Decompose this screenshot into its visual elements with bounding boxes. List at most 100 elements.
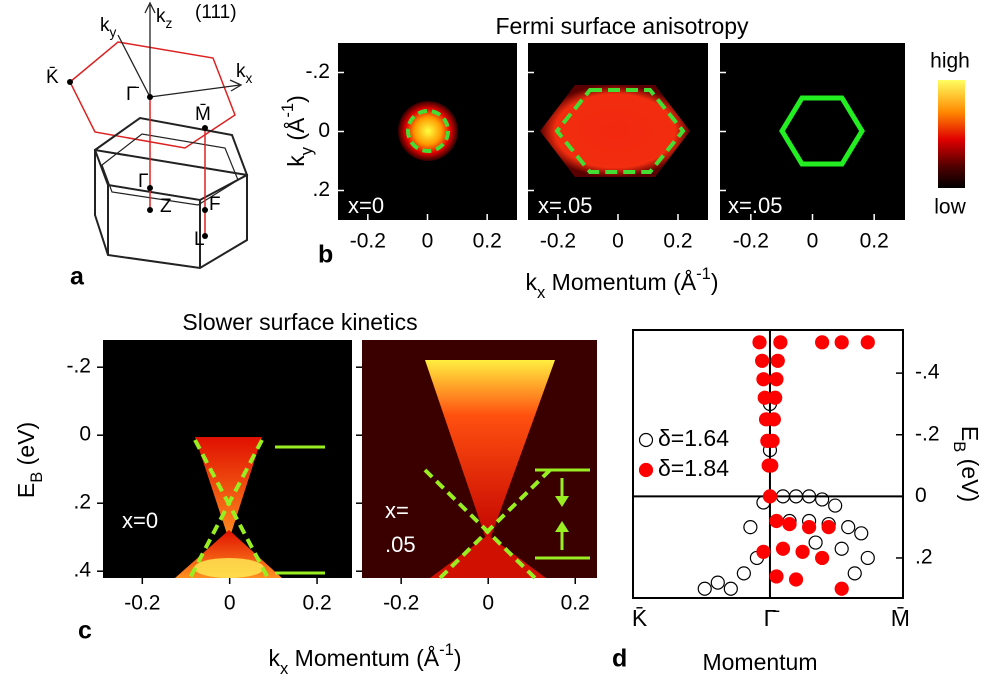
data-point (757, 373, 770, 386)
x-tick-label: -0.2 (383, 592, 419, 615)
data-point (816, 551, 829, 564)
x-axis-label: kx Momentum (Å-1) (269, 640, 462, 678)
text-part: x (246, 71, 253, 86)
data-point (796, 545, 809, 558)
x-tick-label: -0.2 (540, 230, 576, 253)
panel-letter: a (70, 263, 85, 291)
data-point (790, 573, 803, 586)
y-axis-label: EB (eV) (950, 426, 983, 502)
data-point (783, 518, 796, 531)
image-label: x=0 (122, 508, 158, 533)
x-tick-label: -0.2 (124, 592, 160, 615)
text-part: Momentum (Å (288, 644, 439, 671)
legend-marker (640, 434, 653, 447)
text-part: E (13, 483, 39, 498)
data-point (835, 336, 848, 349)
data-point (765, 459, 778, 472)
text-part: k (156, 6, 166, 27)
panel-letter: b (318, 241, 333, 269)
fermi-images (338, 43, 965, 220)
y-tick-label: .2 (73, 491, 91, 514)
text-part: -1 (278, 103, 297, 118)
x-tick-label: 0 (422, 230, 434, 253)
text-part: -1 (696, 264, 711, 283)
colorbar-high: high (930, 50, 970, 73)
data-point (829, 499, 842, 512)
x-tick-label: 0.2 (302, 592, 331, 615)
data-point (698, 582, 711, 595)
y-tick-label: 0 (915, 484, 927, 507)
y-tick-label: -.4 (915, 361, 940, 384)
ky-label: ky (100, 15, 117, 40)
x-tick-label: Γ̄ (764, 605, 781, 631)
text-part: k (269, 645, 281, 671)
text-part: Momentum (Å (545, 268, 696, 295)
point-label: M̄ (195, 104, 211, 125)
x-tick-label: 0 (807, 230, 819, 253)
data-point (724, 582, 737, 595)
data-point (757, 545, 770, 558)
kz-label: kz (156, 6, 173, 31)
text-part: z (166, 16, 173, 31)
text-part: (eV) (13, 422, 39, 472)
data-point (763, 490, 776, 503)
image-label: .05 (385, 532, 416, 557)
y-tick-label: .4 (73, 559, 91, 582)
colorbar-low: low (934, 196, 966, 219)
text-part: k (100, 15, 110, 36)
text-part: k (236, 61, 246, 82)
data-point (842, 521, 855, 534)
data-point (774, 336, 787, 349)
text-part: k (526, 269, 538, 295)
data-point (861, 551, 874, 564)
x-tick-label: 0 (612, 230, 624, 253)
point-label: K̄ (46, 67, 59, 88)
panel-letter: d (612, 645, 627, 673)
brillouin-zone (67, 3, 247, 268)
text-part: y (110, 25, 117, 40)
x-tick-label: M̄ (891, 605, 910, 631)
dispersion-images (103, 340, 597, 578)
data-point (809, 536, 822, 549)
x-axis-label: Momentum (702, 649, 817, 675)
x-tick-label: 0 (482, 592, 494, 615)
text-part: ) (711, 269, 719, 295)
data-point (835, 582, 848, 595)
data-point (803, 521, 816, 534)
image-label: x= (385, 498, 409, 523)
image-label: x=.05 (728, 193, 782, 218)
data-point (816, 493, 829, 506)
plane-label: (111) (195, 2, 237, 23)
panel-title: Fermi surface anisotropy (495, 13, 749, 39)
data-point (766, 434, 779, 447)
text-part: (eV) (957, 452, 983, 502)
text-part: E (957, 426, 983, 441)
text-part: ) (283, 95, 309, 103)
data-point (770, 514, 783, 527)
data-point (777, 542, 790, 555)
y-tick-label: 0 (318, 119, 330, 142)
data-point (816, 336, 829, 349)
y-axis-label: ky (Å-1) (278, 95, 316, 167)
legend-label: δ=1.64 (658, 425, 729, 451)
point-label: F (209, 194, 221, 215)
data-point (753, 336, 766, 349)
data-point (756, 354, 769, 367)
panel-title: Slower surface kinetics (182, 309, 417, 335)
x-tick-label: 0.2 (473, 230, 502, 253)
legend-marker (640, 464, 653, 477)
x-tick-label: 0.2 (561, 592, 590, 615)
data-point (770, 570, 783, 583)
y-tick-label: -.2 (305, 60, 330, 83)
figure: kz (111) ky kx K̄ Γ̄ M̄ Γ Z F L a Fermi … (0, 0, 992, 680)
data-point (737, 567, 750, 580)
data-point (770, 373, 783, 386)
data-point (711, 576, 724, 589)
x-axis-label: kx Momentum (Å-1) (526, 264, 719, 302)
image-label: x=.05 (538, 193, 592, 218)
point-label: Γ̄ (126, 84, 139, 105)
y-tick-label: .2 (312, 178, 330, 201)
text-part: B (950, 441, 969, 452)
legend-label: δ=1.84 (658, 455, 729, 481)
y-axis-label: EB (eV) (13, 422, 46, 498)
